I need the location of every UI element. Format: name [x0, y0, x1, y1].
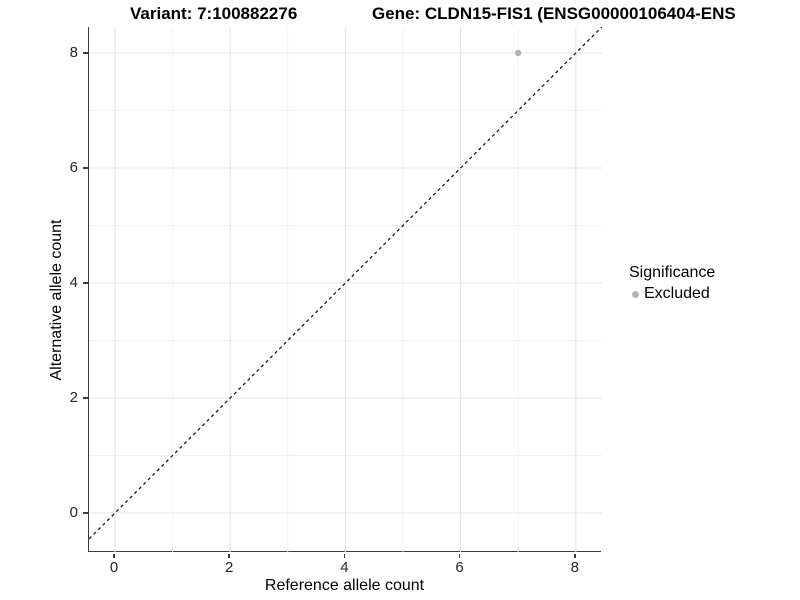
y-tick-label: 8 [69, 44, 78, 61]
y-tick-mark [83, 397, 88, 399]
x-tick-mark [113, 553, 115, 559]
y-axis-title: Alternative allele count [48, 219, 65, 381]
y-tick-label: 4 [69, 274, 78, 291]
plot-title-gene: Gene: CLDN15-FIS1 (ENSG00000106404-ENS [372, 4, 736, 23]
legend: Significance Excluded [629, 263, 715, 304]
data-point [515, 49, 522, 57]
x-tick-mark [343, 553, 346, 559]
plot-panel [88, 27, 602, 552]
chart-svg [89, 27, 602, 552]
legend-item-excluded: Excluded [629, 284, 715, 304]
y-tick-label: 0 [69, 504, 78, 521]
x-tick-mark [228, 553, 230, 559]
y-tick-label: 2 [69, 389, 78, 406]
plot-title-variant: Variant: 7:100882276 [130, 4, 298, 23]
x-tick-label: 2 [225, 559, 234, 576]
y-tick-label: 6 [69, 159, 78, 176]
x-tick-mark [574, 553, 576, 559]
legend-item-label: Excluded [644, 285, 710, 302]
x-axis-title: Reference allele count [264, 577, 425, 594]
x-tick-label: 0 [109, 559, 119, 576]
gridlines-major [89, 27, 602, 552]
x-tick-label: 8 [570, 559, 579, 576]
x-tick-mark [458, 553, 461, 559]
y-tick-mark [83, 52, 88, 54]
x-tick-label: 4 [340, 559, 349, 576]
x-tick-label: 6 [455, 559, 464, 576]
y-tick-mark [83, 167, 88, 169]
y-tick-mark [83, 282, 88, 284]
legend-point-icon [632, 290, 639, 298]
legend-title: Significance [629, 264, 716, 281]
identity-line [89, 27, 602, 540]
y-tick-mark [83, 512, 88, 514]
